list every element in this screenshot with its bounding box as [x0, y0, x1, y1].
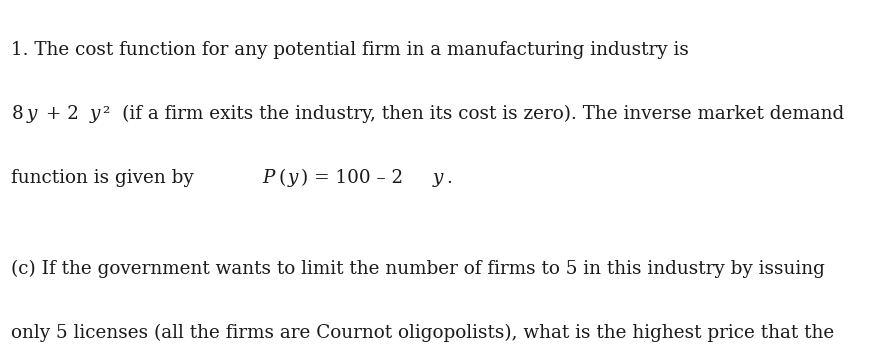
Text: y: y [26, 105, 37, 123]
Text: 8: 8 [11, 105, 23, 123]
Text: 1. The cost function for any potential firm in a manufacturing industry is: 1. The cost function for any potential f… [11, 41, 701, 59]
Text: ) = 100 – 2: ) = 100 – 2 [301, 169, 403, 187]
Text: ²  (if a firm exits the industry, then its cost is zero). The inverse market dem: ² (if a firm exits the industry, then it… [103, 105, 845, 123]
Text: (c) If the government wants to limit the number of firms to 5 in this industry b: (c) If the government wants to limit the… [11, 260, 825, 278]
Text: .: . [446, 169, 452, 187]
Text: y: y [90, 105, 100, 123]
Text: function is given by: function is given by [11, 169, 206, 187]
Text: (: ( [278, 169, 285, 187]
Text: only 5 licenses (all the firms are Cournot oligopolists), what is the highest pr: only 5 licenses (all the firms are Courn… [11, 324, 834, 342]
Text: + 2: + 2 [40, 105, 78, 123]
Text: y: y [433, 169, 443, 187]
Text: y: y [288, 169, 298, 187]
Text: P: P [263, 169, 275, 187]
